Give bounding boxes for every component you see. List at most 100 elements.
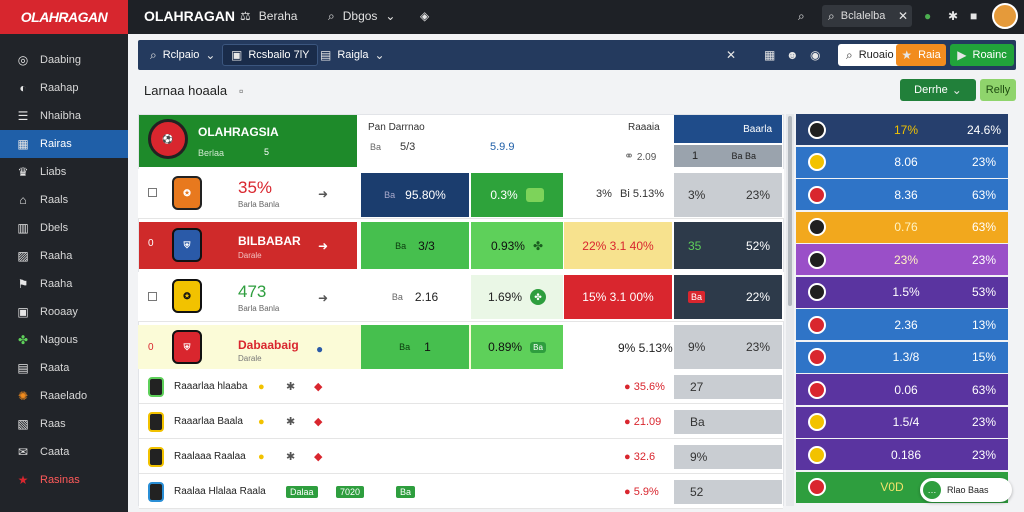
sidebar-item[interactable]: ♛ Liabs <box>0 158 128 186</box>
column-header: Raaaia <box>628 122 660 133</box>
globe-icon[interactable]: ◉ <box>810 48 821 62</box>
team-logo: ⛨ <box>172 330 202 364</box>
sidebar-item[interactable]: ⚑ Raaha <box>0 270 128 298</box>
sidebar-item[interactable]: ▤ Raata <box>0 354 128 382</box>
odds-cell[interactable]: Ba 2.16 <box>361 275 469 319</box>
chat-button[interactable]: … Rlao Baas <box>920 478 1012 502</box>
person-icon[interactable]: ☻ <box>786 48 799 62</box>
standing-row[interactable]: 1.3/8 15% <box>796 341 1008 373</box>
team-name: BILBABAR <box>238 234 301 248</box>
standing-row[interactable]: 23% 23% <box>796 244 1008 275</box>
team-badge-icon <box>808 153 826 171</box>
sidebar-item[interactable]: ✉ Caata <box>0 438 128 466</box>
standing-row[interactable]: 0.186 23% <box>796 439 1008 470</box>
sidebar <box>0 34 128 512</box>
chart-icon: ▨ <box>17 249 29 263</box>
odds-cell[interactable]: 15% 3.1 00% <box>564 275 672 319</box>
featured-count: 5 <box>264 147 270 157</box>
nav-item-2[interactable]: ⌕ Dbgos ⌄ <box>328 9 395 23</box>
standing-row[interactable]: 1.5/4 23% <box>796 406 1008 438</box>
search-icon: ⌕ <box>828 9 835 23</box>
list-item-pill: 7020 <box>336 486 365 498</box>
standing-row[interactable]: 8.06 23% <box>796 146 1008 178</box>
star-icon: ★ <box>17 473 29 487</box>
dark-cell[interactable]: 35 52% <box>674 222 782 269</box>
odds-cell[interactable]: 1.69% ✤ <box>471 275 563 319</box>
grid-icon[interactable]: ▦ <box>764 48 776 62</box>
filter-chip-2[interactable]: ▣ Rcsbailo 7lY <box>222 44 319 66</box>
odds-cell[interactable]: 0.89% Ba <box>471 325 563 369</box>
shield-icon[interactable]: ● <box>316 342 324 356</box>
standing-row[interactable]: 8.36 63% <box>796 179 1008 210</box>
search-button[interactable]: ⌕ Ruoaio <box>838 44 902 66</box>
odds-cell[interactable]: 22% 3.1 40% <box>564 222 672 269</box>
odds-cell[interactable]: Ba 95.80% <box>361 173 469 217</box>
green-button[interactable]: ▶ Roainc <box>950 44 1014 66</box>
lock-icon[interactable]: ▫ <box>239 83 244 98</box>
close-icon[interactable]: ✕ <box>726 48 737 62</box>
sidebar-item[interactable]: ▨ Raaha <box>0 242 128 270</box>
sidebar-item[interactable]: ▧ Raas <box>0 410 128 438</box>
sidebar-item[interactable]: ▥ Dbels <box>0 214 128 242</box>
sidebar-item[interactable]: ✤ Nagous <box>0 326 128 354</box>
row-checkbox[interactable] <box>148 188 157 197</box>
search-icon[interactable]: ⌕ <box>798 9 805 23</box>
globe-icon: ◎ <box>17 53 29 67</box>
odds-cell[interactable]: 0.93% ✤ <box>471 222 563 269</box>
logo[interactable]: OLAHRAGAN <box>0 0 128 34</box>
filter-chip-1[interactable]: ⌕ Rclpaio ⌄ <box>142 44 223 66</box>
light-button[interactable]: Relly <box>980 79 1016 101</box>
standing-row[interactable]: 2.36 13% <box>796 309 1008 340</box>
avatar[interactable] <box>992 3 1018 29</box>
arrow-right-icon[interactable]: ➜ <box>318 291 329 305</box>
gray-cell[interactable]: Ba <box>674 410 782 434</box>
sidebar-item[interactable]: ▣ Rooaay <box>0 298 128 326</box>
sidebar-item[interactable]: ◐ Raahap <box>0 74 128 102</box>
row-checkbox[interactable] <box>148 292 157 301</box>
sidebar-item[interactable]: ▦ Rairas <box>0 130 128 158</box>
sidebar-item[interactable]: ☰ Nhaibha <box>0 102 128 130</box>
scrollbar[interactable] <box>786 114 794 506</box>
shield-icon[interactable]: ◈ <box>420 9 430 23</box>
badge-icon: ◆ <box>314 451 323 463</box>
gray-cell[interactable]: 3% 23% <box>674 173 782 217</box>
sidebar-item[interactable]: ⌂ Raals <box>0 186 128 214</box>
list-item-value: ● 32.6 <box>624 451 655 463</box>
standing-row[interactable]: 17% 24.6% <box>796 114 1008 145</box>
team-logo: ⛨ <box>172 228 202 262</box>
arrow-right-icon[interactable]: ➜ <box>318 239 329 253</box>
gray-cell[interactable]: 27 <box>674 375 782 399</box>
standing-row[interactable]: 1.5% 53% <box>796 276 1008 308</box>
gift-icon[interactable]: ■ <box>970 9 978 23</box>
notification-icon[interactable]: ● <box>924 9 932 23</box>
dark-cell[interactable]: Ba 22% <box>674 275 782 319</box>
standing-row[interactable]: 0.06 63% <box>796 374 1008 405</box>
sidebar-item[interactable]: ✺ Raaelado <box>0 382 128 410</box>
arrow-right-icon[interactable]: ➜ <box>318 187 329 201</box>
page-heading: Larnaa hoaala ▫ <box>144 83 243 98</box>
sidebar-item[interactable]: ◎ Daabing <box>0 46 128 74</box>
odds-cell[interactable]: Ba 3/3 <box>361 222 469 269</box>
team-badge-icon <box>808 120 826 139</box>
orange-button[interactable]: ★ Raia <box>896 44 946 66</box>
team-logo: ✪ <box>172 176 202 210</box>
close-icon[interactable]: ✕ <box>898 9 909 23</box>
nav-item-1[interactable]: ⚖ Beraha <box>240 9 297 23</box>
gear-icon[interactable]: ✱ <box>948 9 959 23</box>
gray-cell[interactable]: 9% 23% <box>674 325 782 369</box>
gear-icon: ✱ <box>286 451 296 463</box>
standing-value: 2.36 <box>894 317 918 332</box>
standing-row[interactable]: 0.76 63% <box>796 211 1008 243</box>
team-badge-icon <box>808 413 826 431</box>
sidebar-item[interactable]: ★ Rasinas <box>0 466 128 494</box>
medal-icon: ● <box>258 381 265 393</box>
odds-cell[interactable]: Ba 1 <box>361 325 469 369</box>
search-input[interactable]: ⌕ Bclalelba <box>822 5 912 27</box>
cell-value: Bi 5.13% <box>620 188 665 200</box>
gray-cell[interactable]: 9% <box>674 445 782 469</box>
gray-cell[interactable]: 52 <box>674 480 782 504</box>
filter-chip-3[interactable]: ▤ Raigla ⌄ <box>312 44 393 66</box>
filter-dropdown-button[interactable]: Derrhe ⌄ <box>900 79 976 101</box>
odds-cell[interactable]: 0.3% <box>471 173 563 217</box>
scrollbar-thumb[interactable] <box>788 116 792 306</box>
